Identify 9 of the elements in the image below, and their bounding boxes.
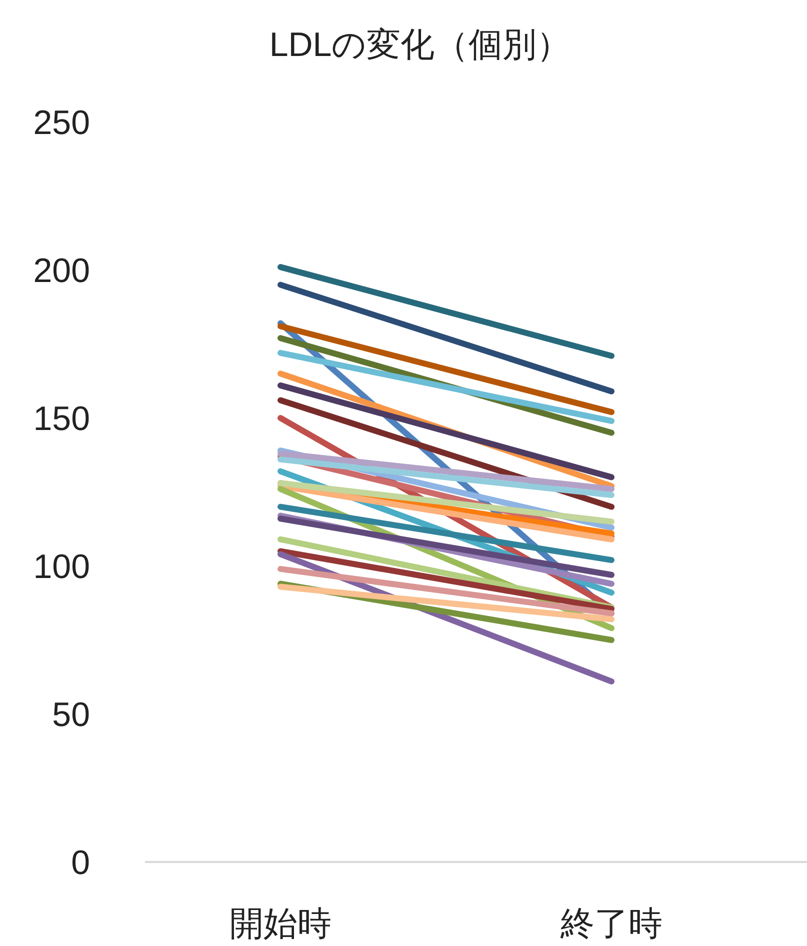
x-tick-label: 開始時 [230,905,332,943]
chart-title: LDLの変化（個別） [269,26,571,64]
y-tick-label: 250 [33,104,90,142]
y-tick-label: 0 [71,844,90,882]
y-tick-label: 200 [33,252,90,290]
y-tick-label: 150 [33,400,90,438]
y-tick-label: 100 [33,548,90,586]
y-tick-label: 50 [52,696,90,734]
x-tick-label: 終了時 [560,905,662,943]
